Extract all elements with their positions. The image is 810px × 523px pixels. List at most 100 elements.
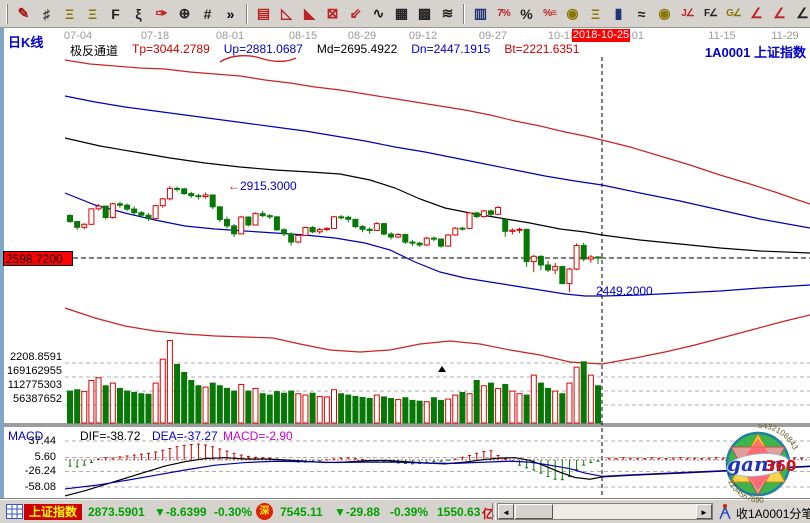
gold-circle-icon[interactable]: ◉: [566, 5, 579, 21]
date-tick: 10-18: [547, 30, 577, 42]
feed-antenna-icon: [719, 504, 731, 520]
hash-grid-icon[interactable]: ♯: [43, 5, 50, 22]
angle-speed-icon[interactable]: ∠: [750, 5, 763, 21]
macd-axis-1: 37.44: [28, 435, 56, 447]
toolbar-group-analysis: ▥ 7%% %≡ ◉ Ξ ▮ ≈ ◉ J∠ F∠ G∠ ∠ ∠ ∠: [469, 3, 810, 25]
date-tick: 09-12: [408, 30, 438, 42]
date-tick: 07-18: [140, 30, 170, 42]
indicator-param-bt: Bt=2221.6351: [504, 42, 580, 56]
macd-title[interactable]: MACD: [8, 429, 44, 443]
volume-level-2: 112775303: [7, 379, 62, 391]
feed-label[interactable]: 收1A0001分笔: [736, 507, 810, 521]
turnover-unit: 亿: [482, 507, 495, 521]
time-grid-icon[interactable]: #: [203, 5, 212, 22]
box-diagonal-icon[interactable]: ⊠: [326, 5, 339, 21]
angle-trend-icon[interactable]: ∠: [773, 5, 786, 21]
date-tick: -01: [628, 30, 644, 42]
angle-last-icon[interactable]: ∠: [796, 5, 809, 21]
pen-tool-icon[interactable]: ✎: [17, 5, 30, 21]
gann-fan-icon[interactable]: ◺: [281, 5, 292, 21]
percent-icon[interactable]: %: [520, 5, 533, 22]
date-tick: 07-04: [63, 30, 93, 42]
peak-annotation: ←2915.3000: [228, 179, 297, 193]
percent7-icon[interactable]: 7%: [497, 8, 510, 19]
indicator-param-dn: Dn=2447.1915: [411, 42, 491, 56]
window-left-border: [0, 28, 4, 523]
date-tick: 08-15: [288, 30, 318, 42]
kline-mode-label[interactable]: 日K线: [8, 35, 44, 50]
indicator-param-tp: Tp=3044.2789: [132, 42, 210, 56]
volume-profile-icon[interactable]: ▥: [473, 5, 488, 21]
gold-levels2-icon[interactable]: Ξ: [87, 5, 97, 22]
peak-arrow-icon: ←: [228, 179, 240, 193]
percent-lines-icon[interactable]: %≡: [543, 8, 557, 19]
sz-price: 7545.11: [280, 505, 323, 519]
shaded-grid-icon[interactable]: ▩: [417, 5, 432, 21]
scroll-right-button[interactable]: ►: [696, 504, 712, 519]
toolbar-group-gann: ▤ ◺ ◣ ⊠ ⇙ ∿ ▦ ▩ ≋: [252, 3, 459, 25]
symbol-label[interactable]: 1A0001 上证指数: [704, 45, 806, 60]
index-price: 2873.5901: [88, 505, 145, 519]
indicator-readout: 极反通道 Tp=3044.2789 Up=2881.0687 Md=2695.4…: [70, 42, 579, 59]
volume-level-3: 56387652: [13, 393, 62, 405]
date-tick: 09-27: [478, 30, 508, 42]
indicator-param-up: Up=2881.0687: [223, 42, 303, 56]
angle-j-icon[interactable]: J∠: [681, 8, 695, 19]
index-name-badge[interactable]: 上证指数: [24, 504, 82, 520]
sz-change-pct: -0.39%: [390, 505, 429, 519]
floor-price-label: 2208.8591: [10, 351, 62, 363]
annotate-pen-icon[interactable]: ✑: [155, 5, 168, 21]
date-tick: 11-15: [708, 30, 736, 42]
dif-value: DIF=-38.72: [80, 429, 141, 443]
toolbar-separator: [463, 3, 465, 24]
indicator-name[interactable]: 极反通道: [70, 44, 119, 58]
date-tick: 08-01: [215, 30, 245, 42]
angle-gold-icon[interactable]: G∠: [726, 8, 742, 19]
macd-axis-3: -26.24: [24, 465, 56, 477]
statusbar-groove: [492, 503, 496, 520]
spiral-icon[interactable]: ξ: [135, 5, 142, 22]
dea-value: DEA=-37.27: [152, 429, 218, 443]
date-tick: 08-29: [347, 30, 377, 42]
index-change-pct: -0.30%: [214, 505, 253, 519]
toolbar-grip[interactable]: [6, 3, 8, 24]
angle-f-icon[interactable]: F∠: [703, 8, 718, 19]
turnover-amount: 1550.63: [437, 505, 481, 519]
pane-splitter[interactable]: [4, 423, 810, 427]
gold-underline-icon[interactable]: ◉: [658, 5, 671, 21]
shenzhen-marker-icon[interactable]: 深: [256, 503, 273, 520]
arrow-fan-icon[interactable]: ⇙: [349, 5, 362, 21]
horizontal-scrollbar[interactable]: ◄ ►: [497, 503, 713, 520]
wave-lines-icon[interactable]: ≈: [637, 5, 646, 22]
zigzag-icon[interactable]: ∿: [372, 5, 385, 21]
frame-tool-icon[interactable]: ▤: [256, 5, 271, 21]
trough-annotation: 2449.2000: [596, 284, 653, 298]
date-tick: 11-29: [771, 30, 799, 42]
gold-lines-icon[interactable]: Ξ: [590, 5, 600, 22]
hatch-icon[interactable]: ≋: [441, 5, 454, 21]
shaded-fan-icon[interactable]: ◣: [304, 5, 315, 21]
macd-axis-4: -58.08: [24, 481, 56, 493]
sz-change: ▼-29.88: [334, 505, 380, 519]
more-tools-chevron[interactable]: »: [226, 5, 235, 22]
gann-wheel-icon[interactable]: ⊕: [178, 5, 191, 21]
bar-pen-icon[interactable]: ▮: [614, 5, 623, 21]
volume-level-1: 169162955: [6, 365, 62, 377]
macd-axis-2: 5.60: [34, 451, 56, 463]
indicator-param-md: Md=2695.4922: [316, 42, 398, 56]
scrollbar-thumb[interactable]: [515, 504, 553, 519]
last-price-tag: 2598.7200: [3, 251, 73, 266]
quote-table-icon[interactable]: [6, 504, 23, 519]
crosshair-date-badge: 2018-10-25: [572, 29, 630, 42]
fib-f-icon[interactable]: F: [111, 5, 120, 22]
status-bar: 上证指数 2873.5901 ▼-8.6399 -0.30% 深 7545.11…: [0, 499, 810, 523]
grid-block-icon[interactable]: ▦: [394, 5, 409, 21]
index-change: ▼-8.6399: [154, 505, 207, 519]
gold-levels-icon[interactable]: Ξ: [64, 5, 74, 22]
macd-value: MACD=-2.90: [223, 429, 293, 443]
toolbar-separator: [246, 3, 248, 24]
scroll-left-button[interactable]: ◄: [498, 504, 514, 519]
